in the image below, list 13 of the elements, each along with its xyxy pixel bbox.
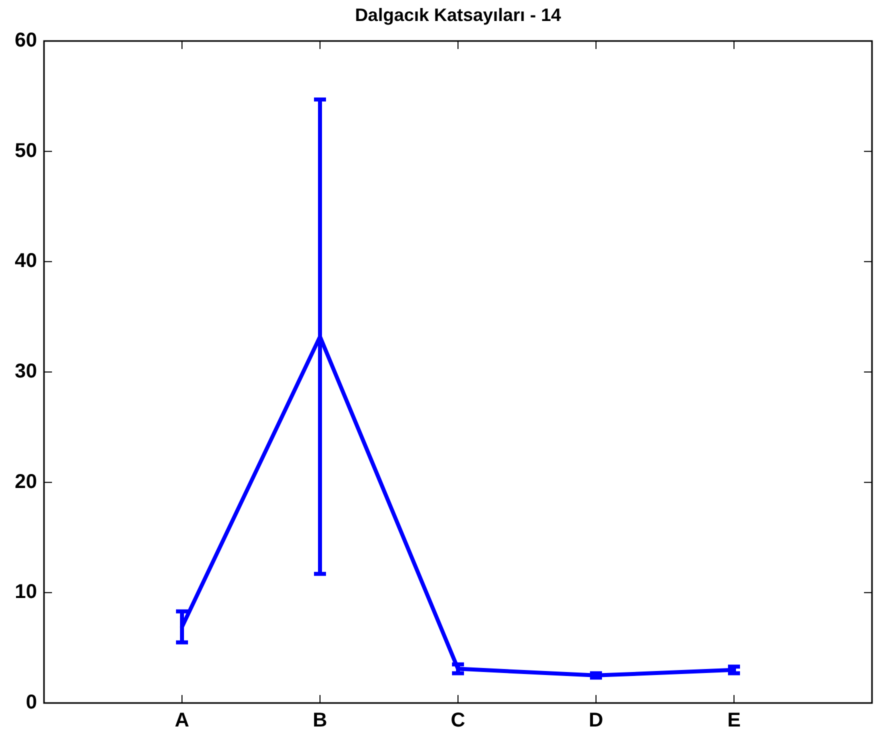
- y-tick-label: 20: [14, 470, 37, 493]
- y-tick-label: 50: [14, 140, 37, 162]
- x-tick-label: C: [450, 710, 466, 732]
- x-tick-label: D: [588, 710, 604, 732]
- x-tick-label: A: [174, 710, 190, 732]
- y-tick-label: 60: [14, 30, 37, 52]
- y-tick-label: 0: [26, 692, 37, 714]
- chart-title: Dalgacık Katsayıları - 14: [354, 4, 562, 25]
- x-tick-label: E: [727, 710, 741, 732]
- y-tick-label: 40: [14, 250, 37, 272]
- x-tick-label: B: [312, 710, 328, 732]
- y-tick-label: 10: [14, 581, 37, 604]
- y-tick-label: 30: [14, 360, 37, 383]
